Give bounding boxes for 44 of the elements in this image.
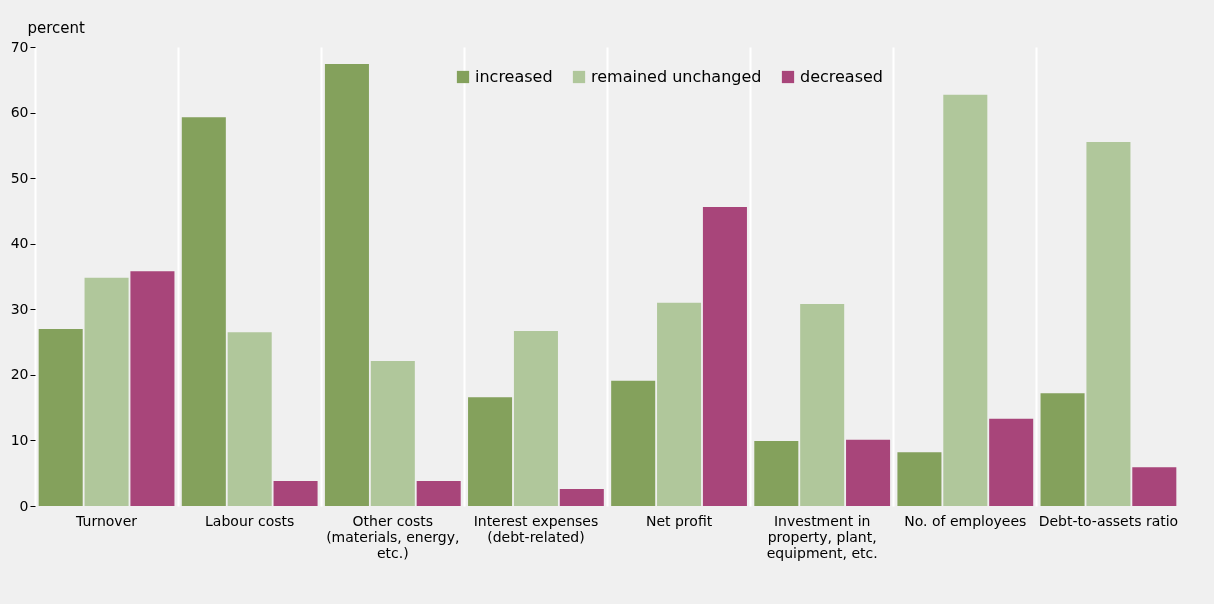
x-tick-label: Turnover (75, 512, 138, 529)
bar (611, 380, 656, 506)
bar (273, 481, 318, 506)
bar (1086, 142, 1131, 506)
x-tick-label: Debt-to-assets ratio (1038, 512, 1179, 529)
x-tick-label: Other costs (materials, energy, etc.) (326, 512, 460, 561)
x-tick-label: Investment in property, plant, equipment, etc. (766, 512, 878, 561)
y-tick-label: 30 (10, 300, 29, 317)
bar (38, 328, 83, 506)
y-tick-label: 10 (10, 431, 29, 448)
y-tick-label: 0 (19, 497, 29, 514)
bar (754, 441, 799, 506)
bar (181, 117, 226, 506)
bar (800, 304, 845, 506)
bar (468, 397, 513, 506)
bar (897, 452, 942, 506)
y-tick-label: 20 (10, 366, 29, 383)
bar (227, 332, 272, 506)
bar (846, 439, 891, 506)
y-axis-title: percent (27, 18, 86, 37)
x-tick-label: No. of employees (904, 512, 1027, 529)
bar (84, 277, 129, 506)
bar (702, 206, 747, 506)
bar (130, 271, 175, 506)
bar (1132, 467, 1177, 506)
bar (513, 330, 558, 506)
legend-label: remained unchanged (591, 67, 762, 86)
legend-label: decreased (800, 67, 884, 86)
bar (657, 302, 702, 506)
bar (324, 64, 369, 506)
bar (943, 94, 988, 506)
y-tick-label: 70 (10, 38, 29, 55)
bar (370, 361, 415, 506)
y-tick-label: 60 (10, 104, 29, 121)
x-tick-label: Interest expenses (debt-related) (473, 512, 599, 545)
x-tick-label: Net profit (645, 512, 713, 529)
y-tick-label: 50 (10, 169, 29, 186)
bar (1040, 393, 1085, 506)
legend-label: increased (475, 67, 553, 86)
y-tick-label: 40 (10, 235, 29, 252)
bar (416, 481, 461, 506)
bar (559, 488, 604, 506)
x-tick-label: Labour costs (205, 512, 295, 529)
bar (989, 418, 1034, 506)
